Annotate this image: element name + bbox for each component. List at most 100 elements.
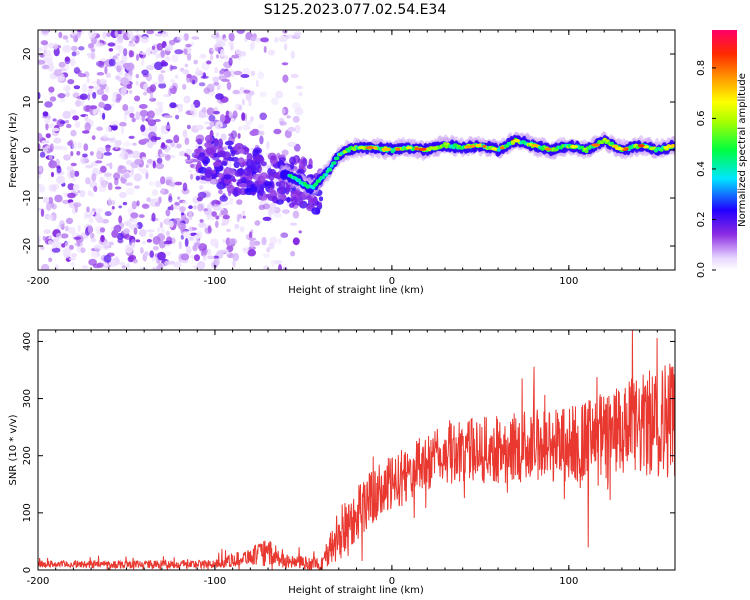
spectrogram-noise-blob	[116, 65, 122, 73]
spectrogram-noise-blob	[131, 150, 141, 159]
spectrogram-noise-blob	[51, 183, 60, 190]
spectrogram-noise-blob	[69, 244, 74, 250]
spectrogram-noise-blob	[131, 200, 137, 210]
spectrogram-noise-blob	[231, 54, 240, 59]
spectrogram-noise-blob	[152, 160, 156, 169]
spectrogram-noise-blob	[133, 227, 138, 235]
spectrogram-noise-blob	[83, 105, 90, 112]
spectrogram-x-ticks: -200 -100 0 100	[27, 30, 676, 287]
x-tick-label: -100	[204, 576, 227, 587]
spectrogram-noise-blob	[298, 230, 302, 234]
spectrogram-noise-blob	[47, 240, 54, 245]
spectrogram-noise-blob	[141, 69, 149, 76]
spectrogram-noise-blob	[65, 217, 74, 225]
spectrogram-noise-blob	[126, 62, 135, 71]
spectrogram-noise-blob	[38, 59, 46, 65]
spectrogram-noise-blob	[86, 77, 90, 84]
spectrogram-noise-blob	[114, 30, 119, 37]
spectrogram-noise-blob	[191, 36, 200, 40]
spectrogram-noise-blob	[123, 228, 130, 234]
spectrogram-noise-blob	[158, 73, 164, 83]
spectrogram-noise-blob	[242, 124, 251, 131]
spectrogram-ridge-peak	[614, 147, 624, 151]
spectrogram-noise-blob	[171, 53, 179, 63]
spectrogram-noise-blob	[125, 182, 133, 186]
spectrogram-noise-blob	[165, 209, 171, 217]
spectrogram-noise-blob	[192, 244, 198, 252]
spectrogram-noise-blob	[87, 190, 92, 197]
spectrogram-noise-blob	[233, 161, 240, 169]
spectrogram-ridge-core	[335, 156, 340, 160]
spectrogram-noise-blob	[147, 115, 151, 122]
spectrogram-noise-blob	[222, 215, 230, 220]
spectrogram-noise-blob	[187, 154, 191, 160]
spectrogram-noise-blob	[123, 234, 133, 240]
spectrogram-noise-blob	[249, 116, 254, 122]
spectrogram-noise-blob	[269, 187, 274, 196]
spectrogram-noise-blob	[142, 240, 146, 245]
spectrogram-noise-blob	[160, 176, 166, 185]
spectrogram-noise-blob	[108, 260, 118, 267]
spectrogram-noise-blob	[152, 236, 161, 245]
spectrogram-noise-blob	[220, 133, 227, 141]
spectrogram-ridge-peak	[405, 146, 413, 150]
x-tick-label: 0	[389, 276, 395, 287]
spectrogram-noise-blob	[234, 223, 240, 230]
spectrogram-noise-blob	[227, 160, 232, 169]
spectrogram-noise-blob	[249, 130, 258, 137]
spectrogram-noise-blob	[199, 261, 203, 270]
spectrogram-noise-blob	[111, 206, 115, 210]
spectrogram-ridge-peak	[531, 143, 539, 148]
spectrogram-noise-blob	[149, 232, 154, 238]
spectrogram-noise-blob	[77, 30, 82, 33]
spectrogram-noise-blob	[54, 194, 63, 203]
spectrogram-noise-blob	[210, 54, 214, 61]
spectrogram-noise-blob	[152, 266, 156, 270]
spectrogram-noise-blob	[248, 231, 253, 239]
spectrogram-noise-blob	[210, 238, 219, 247]
spectrogram-noise-blob	[282, 209, 290, 215]
spectrogram-noise-blob	[278, 117, 285, 122]
spectrogram-noise-blob	[268, 173, 275, 181]
spectrogram-noise-blob	[141, 203, 150, 209]
spectrogram-noise-blob	[290, 73, 299, 78]
colorbar-tick-label: 0.6	[696, 110, 707, 126]
spectrogram-noise-blob	[96, 262, 104, 268]
spectrogram-noise-blob	[160, 70, 166, 74]
spectrogram-noise-blob	[140, 124, 146, 132]
spectrogram-ridge-peak	[612, 144, 619, 148]
spectrogram-noise-blob	[227, 157, 234, 162]
spectrogram-ridge-peak	[544, 147, 552, 151]
spectrogram-noise-blob	[62, 110, 72, 119]
spectrogram-noise-blob	[111, 103, 115, 107]
spectrogram-ridge-core	[602, 137, 607, 142]
spectrogram-noise-blob	[155, 201, 161, 207]
spectrogram-noise-blob	[103, 172, 113, 180]
spectrogram-noise-blob	[98, 78, 107, 85]
spectrogram-noise-blob	[100, 235, 105, 243]
spectrogram-noise-blob	[213, 107, 218, 111]
spectrogram-noise-blob	[74, 99, 82, 107]
spectrogram-noise-blob	[176, 143, 182, 149]
spectrogram-noise-blob	[154, 61, 163, 71]
snr-x-ticks: -200 -100 0 100	[27, 330, 676, 587]
spectrogram-noise-blob	[139, 228, 147, 237]
spectrogram-noise-blob	[82, 157, 89, 163]
spectrogram-noise-blob	[159, 153, 167, 157]
spectrogram-noise-blob	[87, 225, 93, 234]
spectrogram-noise-blob	[208, 114, 216, 122]
spectrogram-noise-blob	[233, 187, 239, 197]
spectrogram-noise-blob	[135, 73, 139, 79]
spectrogram-noise-blob	[130, 212, 139, 219]
spectrogram-noise-blob	[250, 36, 257, 42]
spectrogram-noise-blob	[215, 215, 220, 220]
spectrogram-noise-blob	[179, 151, 186, 157]
spectrogram-noise-blob	[233, 70, 243, 76]
spectrogram-noise-blob	[249, 240, 255, 248]
spectrogram-noise-blob	[154, 106, 163, 116]
spectrogram-noise-blob	[41, 263, 50, 270]
spectrogram-noise-blob	[203, 208, 208, 212]
spectrogram-ridge-peak	[357, 146, 366, 150]
spectrogram-noise-blob	[76, 238, 81, 247]
snr-series-line	[38, 330, 675, 570]
